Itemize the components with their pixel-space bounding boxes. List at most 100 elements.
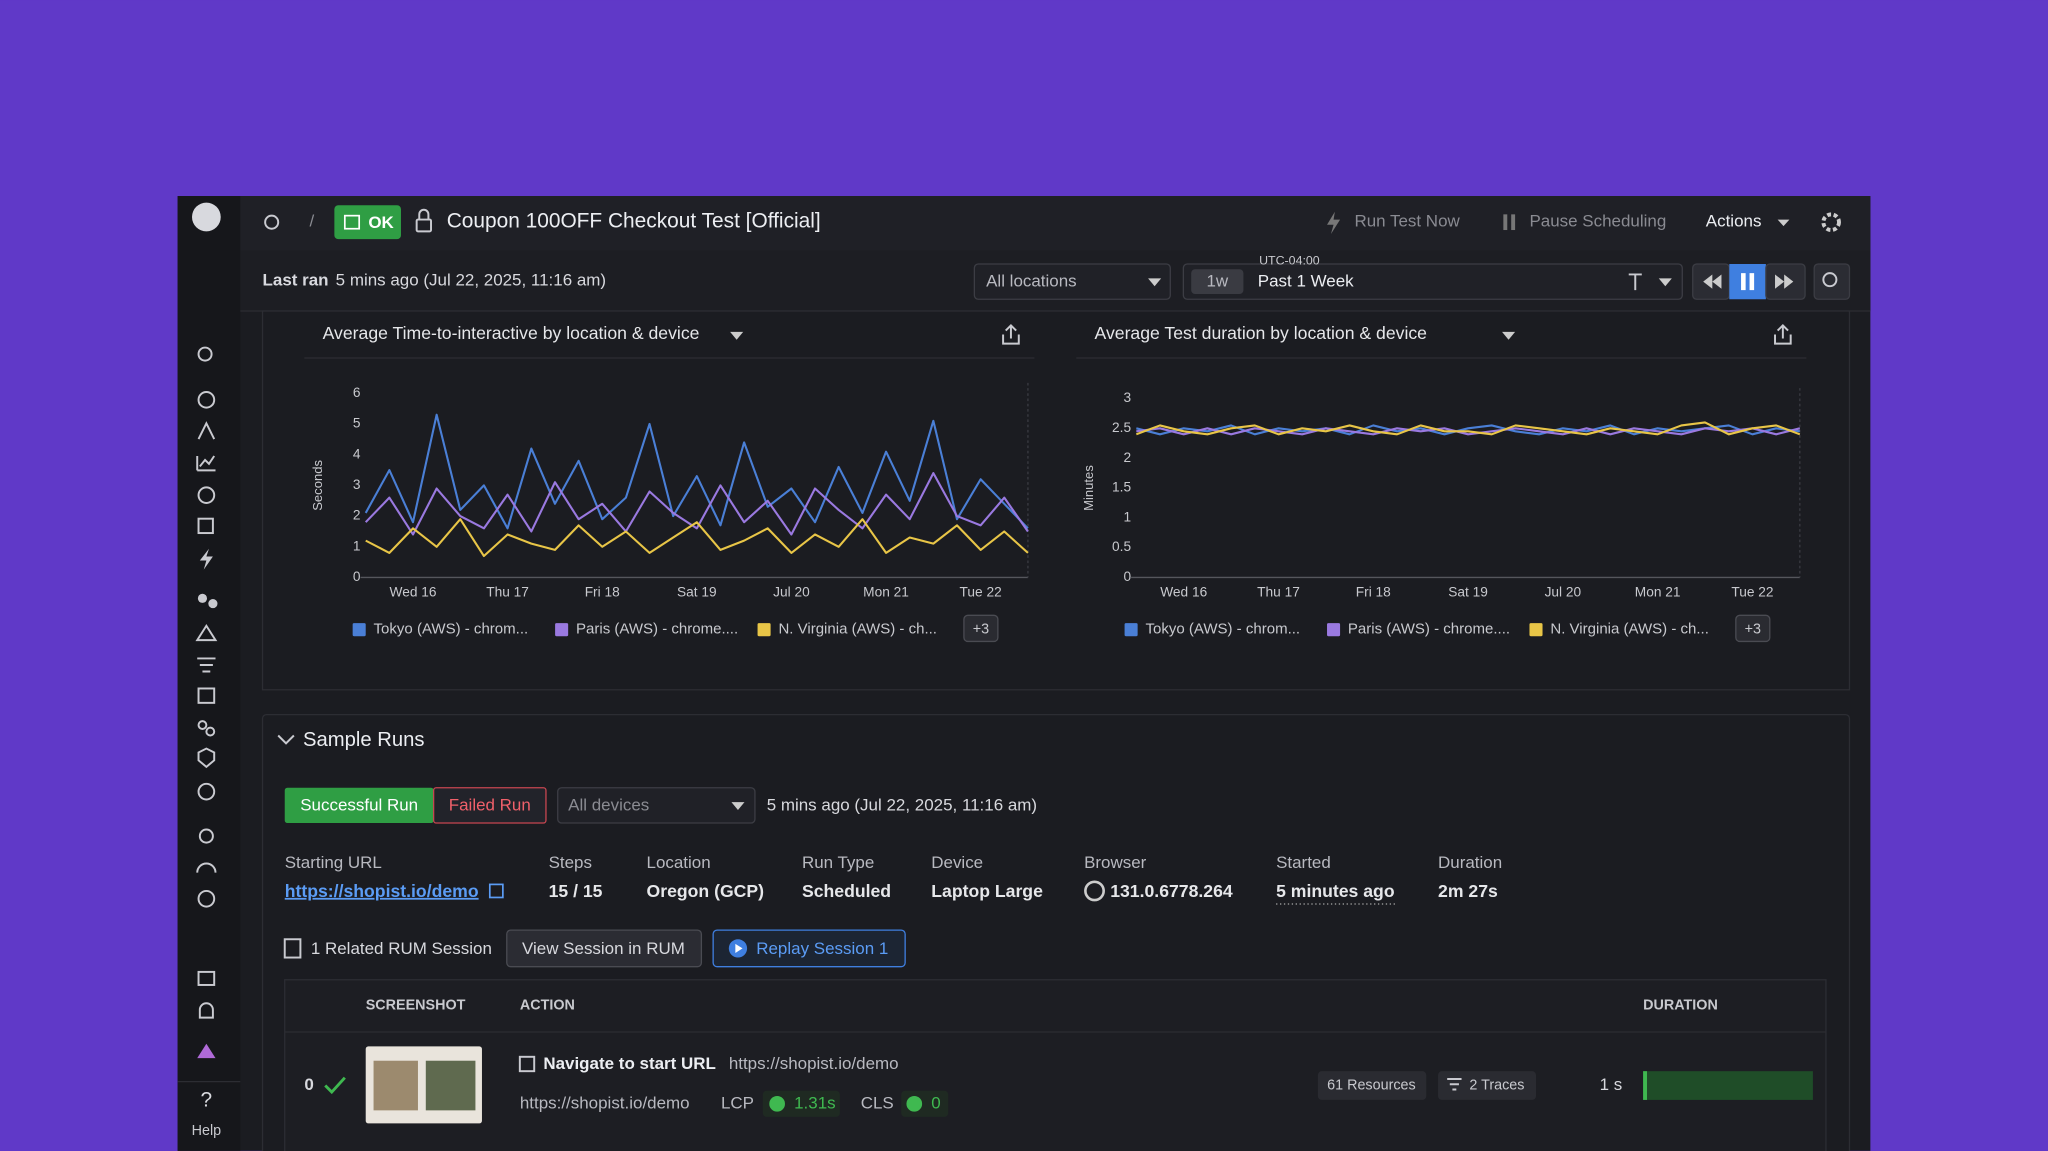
badge-icon xyxy=(343,214,361,230)
legend-more-chip[interactable] xyxy=(1735,614,1771,643)
collapse-icon[interactable] xyxy=(277,734,295,745)
caret xyxy=(1777,219,1790,227)
detail-value: 15 / 15 xyxy=(549,881,603,901)
pause-icon xyxy=(1511,214,1516,231)
section-title: Sample Runs xyxy=(303,729,424,751)
column-header: ACTION xyxy=(520,998,575,1014)
check-icon xyxy=(769,1095,785,1112)
synthetics-icon[interactable] xyxy=(264,214,280,230)
detail-value: Scheduled xyxy=(802,881,891,901)
chart: Average Test duration by location & devi… xyxy=(1076,323,1807,643)
zoom-icon xyxy=(1822,272,1838,288)
x-tick-label: Thu 17 xyxy=(1257,585,1300,600)
pause-button[interactable]: Pause Scheduling xyxy=(1529,212,1666,231)
link-icon[interactable] xyxy=(205,726,216,737)
traces-icon xyxy=(1447,1078,1462,1091)
logo[interactable] xyxy=(192,202,221,232)
logs-icon[interactable] xyxy=(197,657,216,673)
legend-swatch xyxy=(757,623,771,637)
lock-icon xyxy=(418,208,430,220)
external-icon xyxy=(488,883,504,899)
resources-count: 61 Resources xyxy=(1327,1077,1416,1093)
replay-button[interactable] xyxy=(712,929,906,968)
synthetics-icon[interactable] xyxy=(197,687,216,704)
x-tick-label: Sat 19 xyxy=(1448,585,1488,600)
integrations-icon[interactable] xyxy=(197,970,216,986)
status-badge xyxy=(334,205,401,240)
export-icon xyxy=(1774,323,1792,345)
time-picker[interactable] xyxy=(1182,263,1683,300)
series-line xyxy=(1135,421,1801,436)
legend-label: Paris (AWS) - chrome.... xyxy=(1348,621,1510,638)
y-tick-label: 3 xyxy=(353,477,361,492)
link-icon[interactable] xyxy=(197,720,208,730)
y-tick-label: 2 xyxy=(1123,450,1131,465)
help-icon[interactable]: ? xyxy=(201,1089,213,1112)
detail-label: Started xyxy=(1276,853,1331,872)
sidebar xyxy=(177,196,241,1151)
detail-label: Starting URL xyxy=(285,853,382,872)
star-icon[interactable] xyxy=(197,421,216,440)
bell-icon[interactable] xyxy=(198,1002,214,1019)
column-header: DURATION xyxy=(1643,998,1718,1014)
step-url: https://shopist.io/demo xyxy=(729,1054,899,1073)
legend-swatch xyxy=(1327,623,1341,637)
series-line xyxy=(364,413,1029,530)
pause-icon xyxy=(1749,273,1755,291)
devices-value: All devices xyxy=(568,796,649,815)
org-icon[interactable] xyxy=(197,1043,216,1059)
series-line xyxy=(365,518,1029,558)
detail-value[interactable]: https://shopist.io/demo xyxy=(285,881,479,901)
chart-title: Average Test duration by location & devi… xyxy=(1095,323,1428,343)
detail-label: Browser xyxy=(1084,853,1147,872)
legend-more: +3 xyxy=(973,622,989,638)
view-rum-label: View Session in RUM xyxy=(522,939,685,958)
play-icon xyxy=(735,943,743,953)
external-icon xyxy=(518,1055,536,1073)
dots-icon[interactable] xyxy=(208,599,218,609)
x-tick-label: Thu 17 xyxy=(486,585,529,600)
replay-label: Replay Session 1 xyxy=(756,939,888,958)
settings-icon[interactable] xyxy=(1821,212,1841,232)
failed-tab-label: Failed Run xyxy=(449,796,531,815)
x-tick-label: Wed 16 xyxy=(1160,585,1207,600)
x-tick-label: Sat 19 xyxy=(677,585,717,600)
pause-live-button[interactable] xyxy=(1729,263,1766,300)
y-tick-label: 2.5 xyxy=(1112,420,1131,435)
search-icon[interactable] xyxy=(197,346,213,362)
monitor-icon[interactable] xyxy=(197,486,216,504)
apm-icon[interactable] xyxy=(199,548,213,570)
locations-dropdown[interactable] xyxy=(973,263,1171,300)
refresh-icon[interactable] xyxy=(197,782,216,801)
infra-icon[interactable] xyxy=(197,517,214,535)
history-icon[interactable] xyxy=(197,391,216,409)
x-tick-label: Tue 22 xyxy=(1731,585,1773,600)
success-tab[interactable] xyxy=(284,787,434,824)
x-tick-label: Mon 21 xyxy=(863,585,909,600)
caret xyxy=(1658,278,1672,287)
watchdog-icon[interactable] xyxy=(197,889,216,908)
traces-chip[interactable] xyxy=(1438,1071,1536,1100)
shield-icon[interactable] xyxy=(197,747,216,769)
metrics-icon[interactable] xyxy=(196,455,216,472)
help-label[interactable]: Help xyxy=(192,1123,222,1139)
failed-tab[interactable] xyxy=(432,787,547,824)
devices-dropdown[interactable] xyxy=(557,787,756,824)
chart: Average Time-to-interactive by location … xyxy=(304,323,1035,643)
range-value: Past 1 Week xyxy=(1258,272,1354,291)
gauge-icon[interactable] xyxy=(196,862,217,873)
bug-icon[interactable] xyxy=(198,828,214,844)
zoom-button[interactable] xyxy=(1813,263,1851,300)
lcp-chip xyxy=(762,1090,840,1117)
pin-icon[interactable] xyxy=(1628,273,1642,291)
dots-icon[interactable] xyxy=(197,593,208,603)
view-rum-button[interactable] xyxy=(506,929,703,968)
legend-more-chip[interactable] xyxy=(963,614,999,643)
run-test-button[interactable]: Run Test Now xyxy=(1354,212,1460,231)
actions-button[interactable]: Actions xyxy=(1706,212,1762,231)
resources-chip[interactable] xyxy=(1317,1071,1427,1100)
y-tick-label: 1 xyxy=(353,538,361,553)
security-icon[interactable] xyxy=(195,623,218,642)
